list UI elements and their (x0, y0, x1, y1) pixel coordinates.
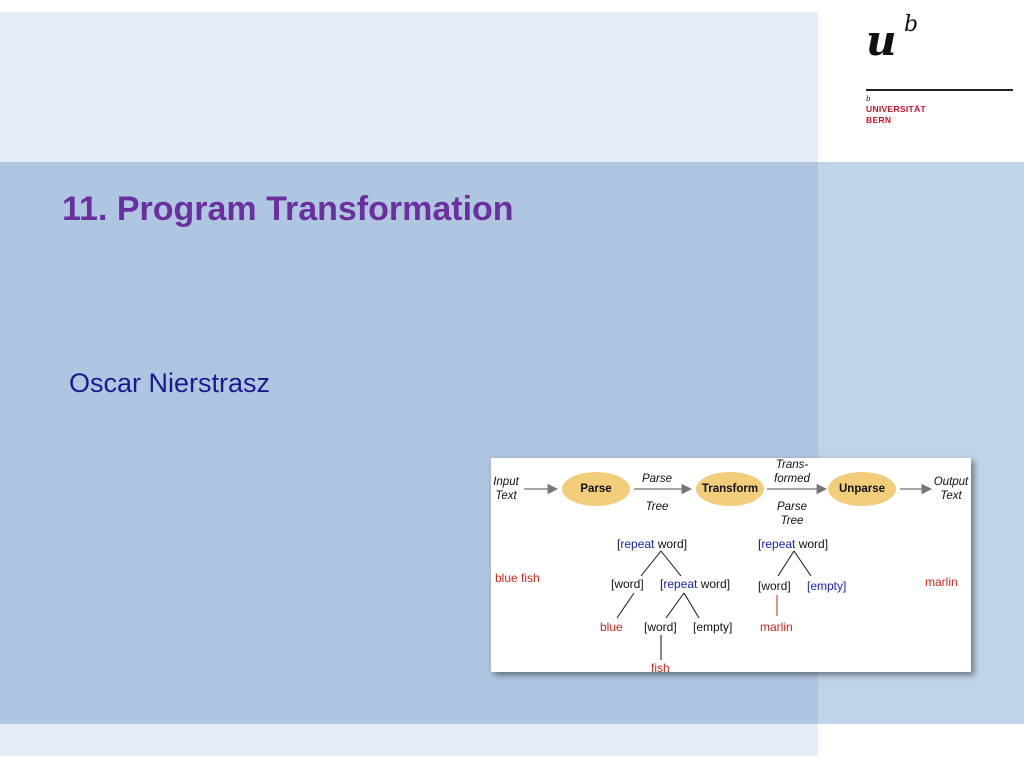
tree1-edges (616, 550, 700, 660)
transformed-top-label: Trans- formed (774, 459, 810, 485)
logo-divider (866, 89, 1013, 91)
tree2-empty: [empty] (807, 579, 847, 593)
transform-node: Transform (696, 472, 764, 506)
tree2-edges (776, 550, 812, 616)
tree1-leaf-blue: blue (600, 620, 623, 634)
logo-line-bern: BERN (866, 115, 892, 125)
logo-line-universitaet: UNIVERSITÄT (866, 104, 926, 114)
tree1-root: [repeat word] (617, 537, 688, 551)
tree2-root: [repeat word] (758, 537, 829, 551)
tree1-word2: [word] (644, 620, 677, 634)
tree1-leaf-fish: fish (651, 661, 670, 675)
output-example: marlin (925, 575, 958, 589)
logo-b: b (904, 12, 919, 37)
parse-tree-top-label: Parse (641, 473, 673, 485)
unparse-node: Unparse (828, 472, 896, 506)
tree1-repeat: [repeat word] (660, 577, 731, 591)
tree1-word: [word] (611, 577, 644, 591)
pipeline-input-label: Input Text (493, 476, 519, 502)
tree1-empty: [empty] (693, 620, 733, 634)
slide-title: 11. Program Transformation (62, 190, 514, 228)
transformation-diagram: Input Text Parse Parse Tree Transform Tr… (491, 458, 971, 675)
tree2-word: [word] (758, 579, 791, 593)
header-band (0, 12, 818, 162)
university-logo: u b b UNIVERSITÄT BERN (864, 14, 1014, 129)
footer-band (0, 724, 818, 756)
input-example: blue fish (495, 571, 540, 585)
logo-small-b: b (866, 95, 871, 103)
logo-university-name: UNIVERSITÄT BERN (866, 104, 926, 126)
diagram-lines (524, 483, 933, 660)
tree2-leaf-marlin: marlin (760, 620, 793, 634)
pipeline-output-label: Output Text (933, 476, 969, 502)
logo-u: u (866, 16, 897, 65)
slide-author: Oscar Nierstrasz (69, 368, 271, 398)
parse-tree-bottom-label: Tree (645, 501, 669, 513)
transformed-bottom-label: Parse Tree (776, 501, 808, 527)
parse-node: Parse (562, 472, 630, 506)
